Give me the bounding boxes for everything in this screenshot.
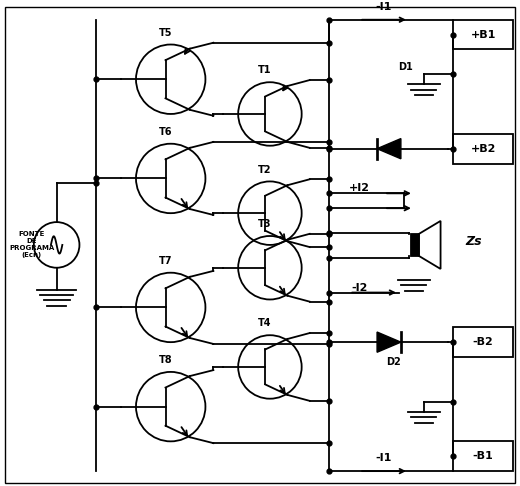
- Text: -B2: -B2: [473, 337, 493, 347]
- Bar: [453, 134, 513, 164]
- Bar: [453, 327, 513, 357]
- Text: T6: T6: [159, 127, 173, 137]
- Text: T1: T1: [258, 65, 272, 75]
- Bar: [453, 441, 513, 471]
- Text: FONTE
DE
PROGRAMA
(Ecn): FONTE DE PROGRAMA (Ecn): [9, 231, 55, 259]
- Text: Zs: Zs: [465, 235, 482, 248]
- Text: T3: T3: [258, 219, 272, 229]
- Text: T8: T8: [159, 355, 173, 365]
- Polygon shape: [377, 139, 401, 159]
- Bar: [411, 234, 419, 256]
- Text: -I1: -I1: [376, 453, 392, 463]
- Text: +B1: +B1: [471, 30, 496, 39]
- Text: +B2: +B2: [471, 144, 496, 154]
- Polygon shape: [377, 332, 401, 352]
- Text: D1: D1: [398, 62, 413, 72]
- Text: -B1: -B1: [473, 451, 493, 461]
- Text: -I1: -I1: [376, 2, 392, 12]
- Text: T4: T4: [258, 318, 272, 329]
- Text: -I2: -I2: [351, 282, 368, 293]
- Text: T5: T5: [159, 28, 173, 37]
- Text: D2: D2: [386, 357, 401, 367]
- Text: T2: T2: [258, 165, 272, 174]
- Bar: [453, 20, 513, 50]
- Text: +I2: +I2: [349, 183, 370, 193]
- Text: T7: T7: [159, 256, 173, 266]
